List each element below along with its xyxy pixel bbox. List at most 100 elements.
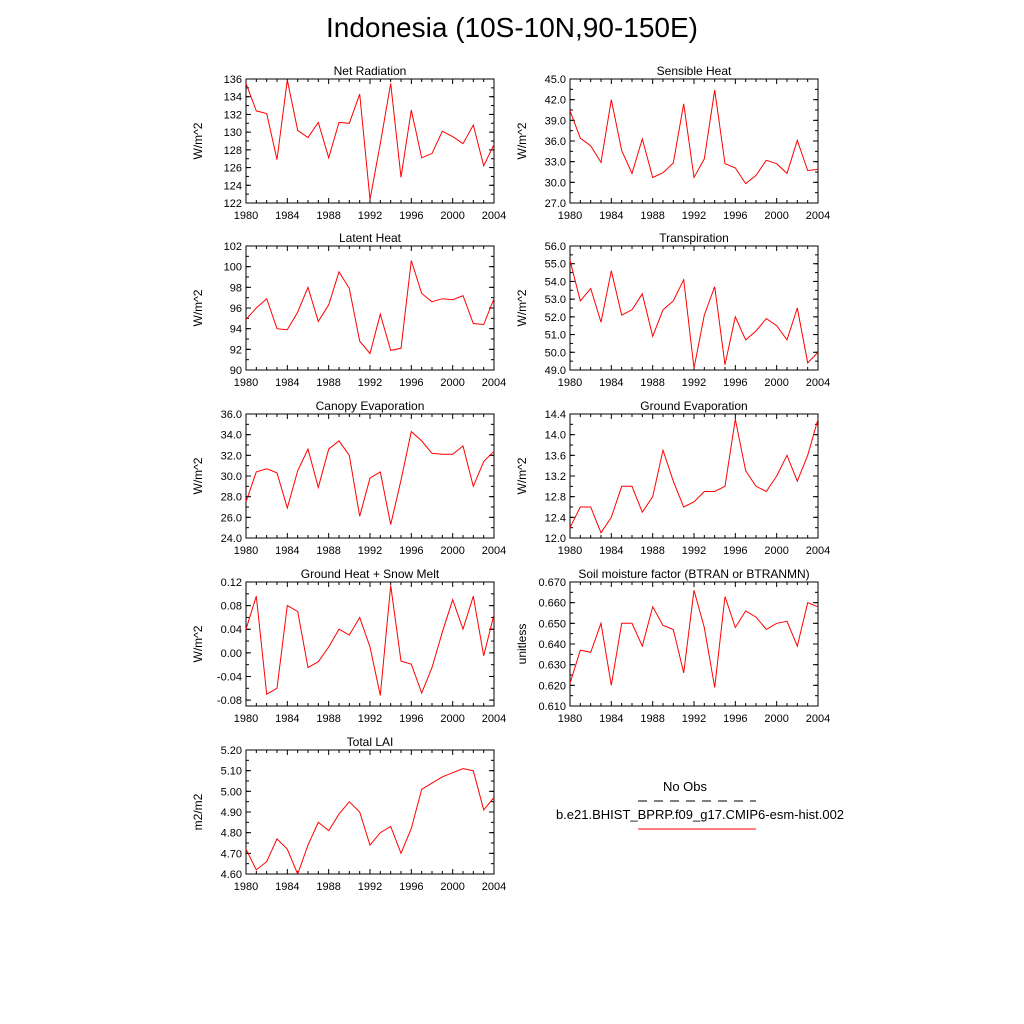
x-tick-label: 1984: [599, 210, 623, 222]
x-tick-label: 1996: [399, 881, 423, 893]
y-tick-label: 0.630: [538, 660, 566, 672]
y-tick-label: 33.0: [545, 157, 566, 169]
y-tick-label: 39.0: [545, 115, 566, 127]
plot-frame: [569, 245, 819, 371]
y-tick-label: 12.0: [545, 533, 566, 545]
x-tick-label: 2004: [482, 377, 506, 389]
x-tick-label: 1988: [316, 713, 340, 725]
x-tick-label: 2000: [764, 210, 788, 222]
figure-title: Indonesia (10S-10N,90-150E): [325, 12, 698, 43]
x-tick-label: 1992: [358, 377, 382, 389]
series-line: [245, 585, 495, 696]
x-tick-label: 1984: [599, 377, 623, 389]
y-tick-label: 132: [224, 109, 242, 121]
x-tick-label: 1992: [358, 881, 382, 893]
y-tick-label: 4.70: [221, 848, 242, 860]
x-tick-label: 1980: [234, 210, 258, 222]
plot-frame: [245, 581, 495, 707]
x-tick-label: 2004: [482, 210, 506, 222]
y-tick-label: 136: [224, 74, 242, 86]
series-line: [245, 79, 495, 200]
y-tick-label: 55.0: [545, 259, 566, 271]
x-tick-label: 1984: [275, 377, 299, 389]
x-tick-label: 1984: [275, 713, 299, 725]
y-tick-label: 122: [224, 198, 242, 210]
y-axis-label: W/m^2: [191, 457, 205, 494]
y-tick-label: 34.0: [221, 430, 242, 442]
legend-run-label: b.e21.BHIST_BPRP.f09_g17.CMIP6-esm-hist.…: [555, 807, 845, 822]
y-tick-label: 36.0: [545, 136, 566, 148]
y-tick-label: -0.08: [217, 695, 242, 707]
x-tick-label: 1992: [682, 713, 706, 725]
x-tick-label: 1980: [558, 210, 582, 222]
panel-title: Ground Heat + Snow Melt: [301, 567, 440, 581]
y-tick-label: 30.0: [221, 471, 242, 483]
x-tick-label: 1988: [640, 545, 664, 557]
x-tick-label: 1992: [358, 545, 382, 557]
x-tick-label: 1980: [234, 545, 258, 557]
panel-1: Net Radiation W/m^2 1980 1984 1988 1992 1996 20…: [191, 64, 506, 222]
y-tick-label: 0.670: [538, 577, 566, 589]
x-tick-label: 1996: [723, 545, 747, 557]
panel-5: Canopy Evaporation W/m^2 1980 1984 1988 1992 1…: [191, 399, 506, 557]
x-tick-label: 2000: [440, 713, 464, 725]
x-tick-label: 1980: [234, 377, 258, 389]
x-tick-label: 2004: [806, 377, 830, 389]
panel-title: Soil moisture factor (BTRAN or BTRANMN): [578, 567, 809, 581]
plot-frame: [245, 78, 495, 204]
y-tick-label: 54.0: [545, 276, 566, 288]
x-tick-label: 1992: [682, 210, 706, 222]
y-axis-label: unitless: [515, 624, 529, 665]
x-tick-label: 1996: [723, 210, 747, 222]
x-tick-label: 2004: [482, 881, 506, 893]
panel-4: Transpiration W/m^2 1980 1984 1988 1992 1996 20…: [515, 231, 830, 389]
y-tick-label: 50.0: [545, 347, 566, 359]
panel-7: Ground Heat + Snow Melt W/m^2 1980 1984 1988…: [191, 567, 506, 725]
y-tick-label: 53.0: [545, 294, 566, 306]
y-tick-label: 92: [230, 344, 242, 356]
y-tick-label: 30.0: [545, 177, 566, 189]
y-tick-label: 32.0: [221, 450, 242, 462]
x-tick-label: 1996: [399, 713, 423, 725]
y-tick-label: 0.620: [538, 680, 566, 692]
series-line: [245, 430, 495, 525]
y-tick-label: 27.0: [545, 198, 566, 210]
x-tick-label: 2000: [764, 377, 788, 389]
y-tick-label: 0.660: [538, 598, 566, 610]
y-axis-label: W/m^2: [515, 122, 529, 159]
x-tick-label: 2000: [440, 881, 464, 893]
y-tick-label: 56.0: [545, 241, 566, 253]
y-tick-label: 14.0: [545, 430, 566, 442]
panel-title: Sensible Heat: [657, 64, 732, 78]
panel-3: Latent Heat W/m^2 1980 1984 1988 1992 1996 2000…: [191, 231, 506, 389]
x-tick-label: 1996: [723, 713, 747, 725]
panel-8: Soil moisture factor (BTRAN or BTRANMN) u…: [515, 567, 830, 725]
panel-2: Sensible Heat W/m^2 1980 1984 1988 1992 1996 20…: [515, 64, 830, 222]
panel-title: Latent Heat: [339, 231, 402, 245]
x-tick-label: 1992: [358, 713, 382, 725]
x-tick-label: 2000: [440, 210, 464, 222]
y-tick-label: 124: [224, 180, 242, 192]
y-tick-label: 0.650: [538, 618, 566, 630]
y-tick-label: 0.08: [221, 601, 242, 613]
x-tick-label: 2000: [764, 545, 788, 557]
y-tick-label: 0.04: [221, 624, 242, 636]
x-tick-label: 2004: [806, 210, 830, 222]
x-tick-label: 1988: [316, 377, 340, 389]
x-tick-label: 1980: [234, 713, 258, 725]
y-tick-label: 42.0: [545, 95, 566, 107]
x-tick-label: 2004: [806, 713, 830, 725]
y-tick-label: 28.0: [221, 492, 242, 504]
y-tick-label: 5.20: [221, 745, 242, 757]
y-axis-label: W/m^2: [191, 625, 205, 662]
y-tick-label: 100: [224, 262, 242, 274]
x-tick-label: 2000: [440, 545, 464, 557]
x-tick-label: 2004: [482, 545, 506, 557]
x-tick-label: 1992: [682, 545, 706, 557]
x-tick-label: 1988: [640, 377, 664, 389]
x-tick-label: 1984: [275, 545, 299, 557]
y-tick-label: 4.80: [221, 828, 242, 840]
y-tick-label: 0.640: [538, 639, 566, 651]
series-line: [569, 419, 819, 534]
y-tick-label: 14.4: [545, 409, 566, 421]
